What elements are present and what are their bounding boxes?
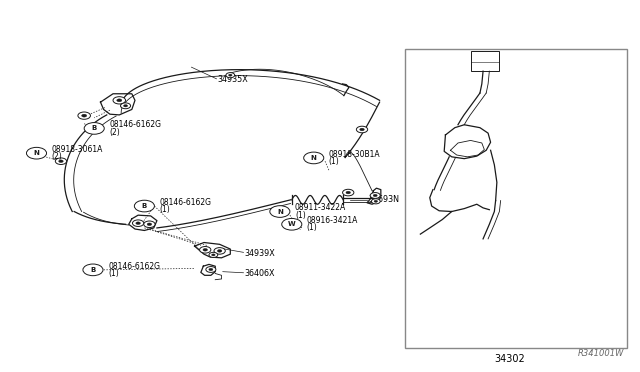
Circle shape — [84, 122, 104, 134]
Circle shape — [346, 191, 351, 194]
Circle shape — [120, 103, 131, 109]
Text: 08911-3422A: 08911-3422A — [295, 203, 346, 212]
Circle shape — [474, 141, 483, 146]
Text: B: B — [92, 125, 97, 131]
Text: 08918-3061A: 08918-3061A — [52, 145, 103, 154]
Text: 34693N: 34693N — [368, 195, 399, 204]
Circle shape — [209, 252, 218, 257]
Circle shape — [461, 125, 465, 127]
Text: 08918-30B1A: 08918-30B1A — [329, 150, 380, 159]
Text: (2): (2) — [52, 153, 62, 161]
Text: (1): (1) — [108, 269, 119, 278]
Circle shape — [476, 143, 480, 145]
Circle shape — [144, 221, 155, 228]
Text: 36406X: 36406X — [244, 269, 275, 278]
Circle shape — [212, 254, 215, 256]
Text: 08146-6162G: 08146-6162G — [159, 198, 211, 207]
Text: N: N — [311, 155, 317, 161]
Circle shape — [59, 160, 63, 163]
Text: (2): (2) — [109, 128, 120, 137]
Text: 08146-6162G: 08146-6162G — [109, 120, 161, 129]
Text: 08916-3421A: 08916-3421A — [307, 216, 358, 225]
Circle shape — [147, 223, 152, 225]
Circle shape — [78, 112, 90, 119]
Circle shape — [218, 250, 222, 252]
Text: (1): (1) — [159, 205, 170, 214]
Circle shape — [214, 248, 225, 254]
Text: 08146-6162G: 08146-6162G — [108, 262, 160, 271]
Circle shape — [116, 99, 122, 102]
Text: B: B — [141, 203, 147, 209]
Circle shape — [206, 267, 216, 272]
Circle shape — [370, 193, 380, 198]
Text: (1): (1) — [329, 157, 340, 166]
Text: (1): (1) — [295, 211, 306, 219]
Circle shape — [463, 151, 472, 156]
Text: 34302: 34302 — [494, 354, 525, 364]
Bar — [470, 51, 499, 71]
Circle shape — [55, 158, 67, 164]
Circle shape — [134, 200, 154, 212]
Text: (1): (1) — [307, 224, 317, 232]
Circle shape — [228, 74, 232, 76]
Circle shape — [113, 97, 125, 104]
Circle shape — [452, 142, 456, 144]
Bar — [404, 49, 627, 348]
Circle shape — [83, 264, 103, 276]
Text: B: B — [90, 267, 95, 273]
Circle shape — [360, 128, 364, 131]
Text: 34939X: 34939X — [244, 248, 275, 257]
Circle shape — [209, 268, 213, 271]
Circle shape — [200, 247, 211, 253]
Circle shape — [82, 114, 86, 117]
Circle shape — [373, 194, 377, 197]
Circle shape — [136, 222, 140, 224]
Text: 34935X: 34935X — [218, 75, 248, 84]
Text: W: W — [288, 221, 296, 227]
Circle shape — [466, 152, 469, 154]
Text: N: N — [33, 150, 40, 156]
Text: R341001W: R341001W — [578, 349, 624, 358]
Circle shape — [270, 206, 290, 217]
Circle shape — [124, 105, 127, 107]
Circle shape — [203, 248, 207, 251]
Text: N: N — [277, 209, 283, 215]
Circle shape — [342, 189, 354, 196]
Circle shape — [26, 147, 47, 159]
Circle shape — [304, 152, 324, 164]
Circle shape — [374, 200, 378, 202]
Circle shape — [482, 137, 492, 142]
Circle shape — [226, 73, 235, 78]
Circle shape — [356, 126, 367, 133]
Circle shape — [485, 138, 489, 141]
Circle shape — [450, 141, 459, 145]
Circle shape — [132, 220, 144, 227]
Circle shape — [282, 218, 302, 230]
Circle shape — [458, 123, 468, 129]
Circle shape — [371, 199, 380, 204]
